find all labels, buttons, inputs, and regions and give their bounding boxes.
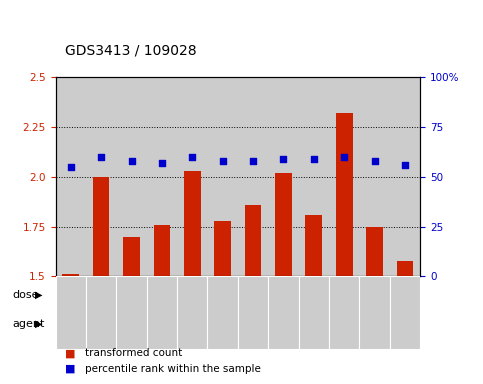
Point [371,157,379,164]
Bar [86,77,116,276]
Bar [397,260,413,276]
Bar [177,309,420,338]
Text: 100 um/L: 100 um/L [333,290,386,300]
Point [97,154,105,160]
Text: ■: ■ [65,364,76,374]
Point [341,154,348,160]
Bar [238,276,268,349]
Text: 10 um/L: 10 um/L [215,290,261,300]
Bar [147,276,177,349]
Bar [123,237,140,276]
Bar [208,276,238,349]
Point [310,156,318,162]
Bar [177,280,298,309]
Bar [208,77,238,276]
Bar [390,276,420,349]
Text: ■: ■ [65,348,76,358]
Point [401,162,409,168]
Point [219,157,227,164]
Bar [154,225,170,276]
Bar [359,77,390,276]
Text: GDS3413 / 109028: GDS3413 / 109028 [65,44,197,58]
Point [249,157,257,164]
Text: control: control [97,318,136,329]
Bar [214,220,231,276]
Bar [305,215,322,276]
Text: transformed count: transformed count [85,348,182,358]
Bar [329,77,359,276]
Bar [238,77,268,276]
Bar [298,77,329,276]
Text: 0 um/L: 0 um/L [97,290,136,300]
Bar [177,276,208,349]
Text: dose: dose [12,290,39,300]
Text: percentile rank within the sample: percentile rank within the sample [85,364,260,374]
Bar [298,276,329,349]
Bar [56,309,177,338]
Bar [184,170,200,276]
Bar [56,280,177,309]
Bar [329,276,359,349]
Bar [245,205,261,276]
Bar [56,77,86,276]
Bar [366,227,383,276]
Bar [62,275,79,276]
Bar [86,276,116,349]
Text: ▶: ▶ [35,290,43,300]
Bar [390,77,420,276]
Bar [268,77,298,276]
Point [188,154,196,160]
Bar [93,177,110,276]
Point [280,156,287,162]
Point [158,160,166,166]
Bar [359,276,390,349]
Bar [177,77,208,276]
Bar [56,276,86,349]
Bar [268,276,298,349]
Text: ▶: ▶ [35,318,43,329]
Point [128,157,135,164]
Text: homocysteine: homocysteine [259,318,338,329]
Point [67,164,74,170]
Text: agent: agent [12,318,44,329]
Bar [298,280,420,309]
Bar [147,77,177,276]
Bar [116,276,147,349]
Bar [336,113,353,276]
Bar [116,77,147,276]
Bar [275,173,292,276]
